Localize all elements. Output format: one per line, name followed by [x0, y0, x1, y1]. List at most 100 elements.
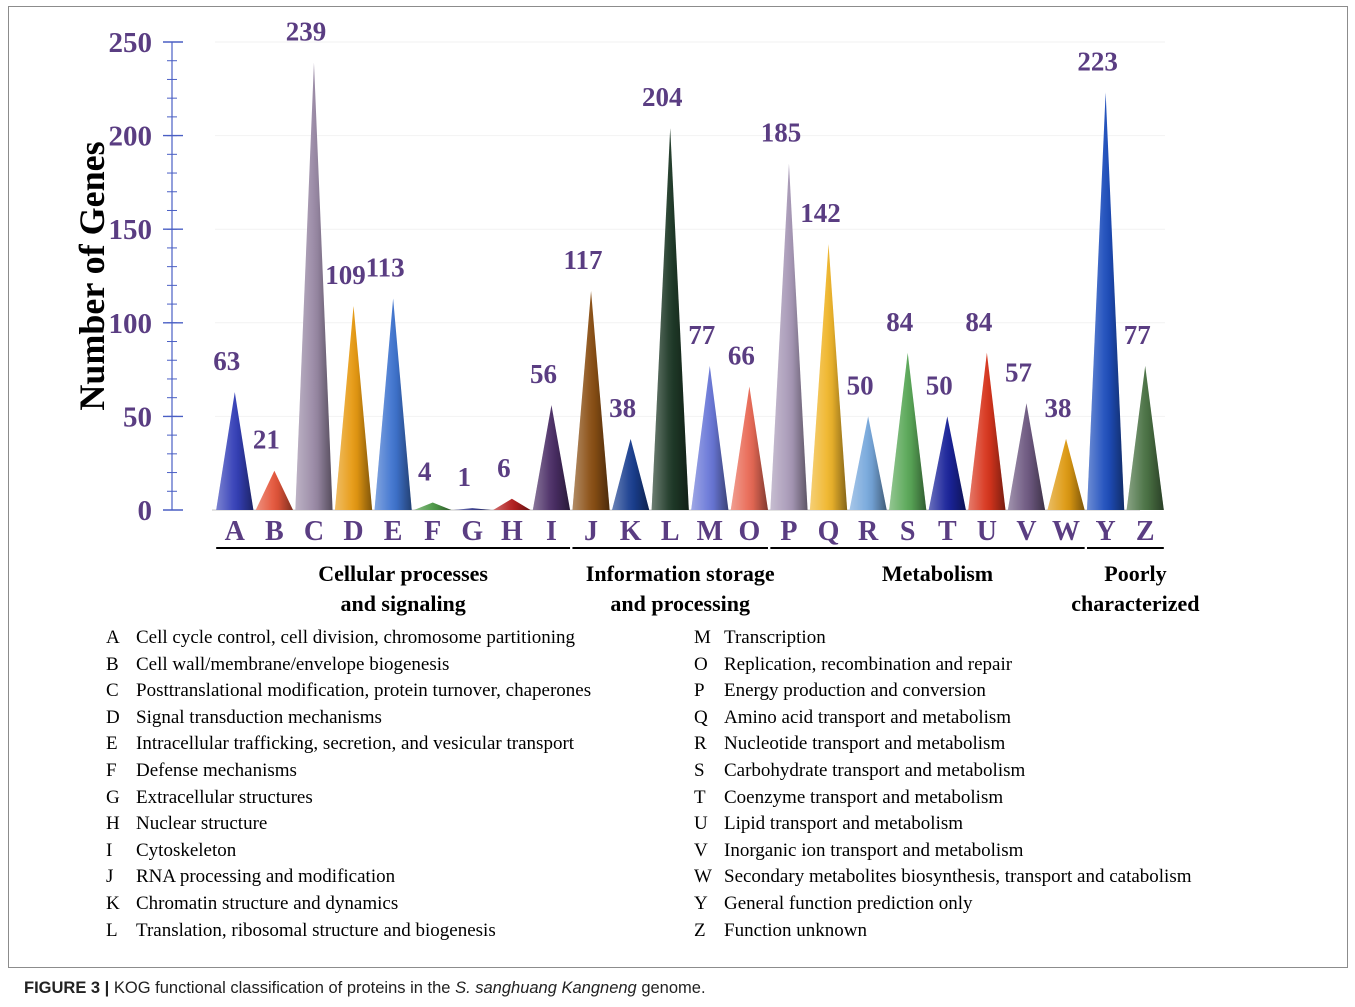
legend-description: Secondary metabolites biosynthesis, tran…	[724, 866, 1192, 888]
category-label-s: S	[900, 516, 916, 547]
bar-shade-t	[928, 416, 966, 510]
figure-caption: FIGURE 3 | KOG functional classification…	[24, 979, 706, 998]
category-label-q: Q	[818, 516, 840, 547]
bar-shade-o	[730, 386, 768, 510]
data-label-f: 4	[418, 457, 432, 487]
legend-item-g: G Extracellular structures	[106, 787, 591, 814]
legend-description: Transcription	[724, 627, 826, 648]
legend-code: F	[106, 759, 117, 781]
bar-shade-m	[691, 365, 729, 510]
y-tick-label: 100	[109, 308, 153, 340]
legend-item-o: O Replication, recombination and repair	[694, 654, 1192, 681]
legend-item-h: H Nuclear structure	[106, 813, 591, 840]
y-tick-label: 250	[109, 27, 153, 59]
y-tick-label: 150	[109, 214, 153, 246]
figure-frame	[8, 6, 1348, 968]
category-label-c: C	[304, 516, 324, 547]
legend-description: Cytoskeleton	[136, 839, 237, 861]
data-label-t: 50	[926, 370, 953, 400]
bar-shade-s	[889, 352, 927, 510]
bar-shade-l	[651, 128, 689, 510]
legend-item-c: C Posttranslational modification, protein…	[106, 680, 591, 707]
legend-code: O	[694, 653, 708, 675]
legend-description: Extracellular structures	[136, 786, 313, 808]
data-label-u: 84	[965, 307, 992, 337]
category-label-o: O	[738, 516, 760, 547]
legend-description: Cell cycle control, cell division, chrom…	[136, 627, 576, 648]
group-title: characterized	[1071, 591, 1199, 616]
legend-description: Energy production and conversion	[724, 680, 986, 702]
legend-description: Cell wall/membrane/envelope biogenesis	[136, 653, 450, 675]
category-label-u: U	[977, 516, 997, 547]
category-label-y: Y	[1096, 516, 1116, 547]
data-label-v: 57	[1005, 357, 1032, 387]
legend-item-s: S Carbohydrate transport and metabolism	[694, 760, 1192, 787]
legend-item-l: L Translation, ribosomal structure and bi…	[106, 920, 591, 947]
data-label-l: 204	[642, 82, 683, 112]
legend-code: W	[694, 866, 712, 888]
legend-item-u: U Lipid transport and metabolism	[694, 813, 1192, 840]
legend-code: Q	[694, 706, 708, 728]
group-title: Poorly	[1104, 561, 1166, 586]
category-label-i: I	[546, 516, 557, 547]
data-label-k: 38	[609, 393, 636, 423]
legend-code: H	[106, 813, 120, 835]
group-title: Information storage	[586, 561, 775, 586]
category-label-l: L	[661, 516, 680, 547]
legend-description: General function prediction only	[724, 892, 973, 914]
legend-item-p: P Energy production and conversion	[694, 680, 1192, 707]
data-label-i: 56	[530, 359, 557, 389]
bar-shade-v	[1007, 403, 1046, 510]
legend-item-a: A Cell cycle control, cell division, chro…	[106, 627, 591, 654]
legend-left-column: A Cell cycle control, cell division, chro…	[106, 627, 591, 946]
legend-description: Signal transduction mechanisms	[136, 706, 382, 728]
group-title: and processing	[610, 591, 750, 616]
category-label-k: K	[620, 516, 642, 547]
legend-item-d: D Signal transduction mechanisms	[106, 707, 591, 734]
legend-description: Inorganic ion transport and metabolism	[724, 839, 1024, 861]
legend-code: Y	[694, 892, 708, 914]
category-label-f: F	[424, 516, 441, 547]
legend-item-z: Z Function unknown	[694, 920, 1192, 947]
bar-shade-g	[453, 508, 491, 510]
legend-item-y: Y General function prediction only	[694, 893, 1192, 920]
data-label-a: 63	[213, 346, 240, 376]
legend-item-w: W Secondary metabolites biosynthesis, tra…	[694, 866, 1192, 893]
bar-shade-p	[770, 163, 808, 510]
legend-description: Nuclear structure	[136, 813, 268, 835]
caption-text-end: genome.	[636, 979, 706, 997]
bar-shade-y	[1087, 92, 1125, 510]
category-label-p: P	[780, 516, 797, 547]
legend-code: R	[694, 733, 707, 755]
category-label-h: H	[501, 516, 523, 547]
category-label-w: W	[1052, 516, 1080, 547]
legend-item-b: B Cell wall/membrane/envelope biogenesis	[106, 654, 591, 681]
legend-description: Posttranslational modification, protein …	[136, 680, 592, 702]
category-label-z: Z	[1136, 516, 1155, 547]
legend-item-q: Q Amino acid transport and metabolism	[694, 707, 1192, 734]
bar-shade-h	[493, 498, 531, 510]
data-label-b: 21	[253, 425, 280, 455]
legend-description: Chromatin structure and dynamics	[136, 892, 399, 914]
legend-code: A	[106, 627, 120, 648]
category-label-j: J	[584, 516, 598, 547]
legend-code: C	[106, 680, 119, 702]
bar-shade-d	[334, 305, 373, 510]
bar-shade-w	[1047, 438, 1085, 510]
y-axis-title: Number of Genes	[72, 141, 112, 410]
legend-item-i: I Cytoskeleton	[106, 840, 591, 867]
legend-item-r: R Nucleotide transport and metabolism	[694, 733, 1192, 760]
legend-description: RNA processing and modification	[136, 866, 396, 888]
legend-code: Z	[694, 919, 706, 941]
y-tick-label: 0	[138, 495, 153, 527]
legend-description: Amino acid transport and metabolism	[724, 706, 1012, 728]
category-label-d: D	[343, 516, 363, 547]
data-label-s: 84	[886, 307, 913, 337]
category-label-g: G	[461, 516, 483, 547]
y-tick-label: 50	[123, 401, 152, 433]
legend-code: B	[106, 653, 119, 675]
data-label-w: 38	[1045, 393, 1072, 423]
group-title: Cellular processes	[318, 561, 488, 586]
legend-code: M	[694, 627, 711, 648]
